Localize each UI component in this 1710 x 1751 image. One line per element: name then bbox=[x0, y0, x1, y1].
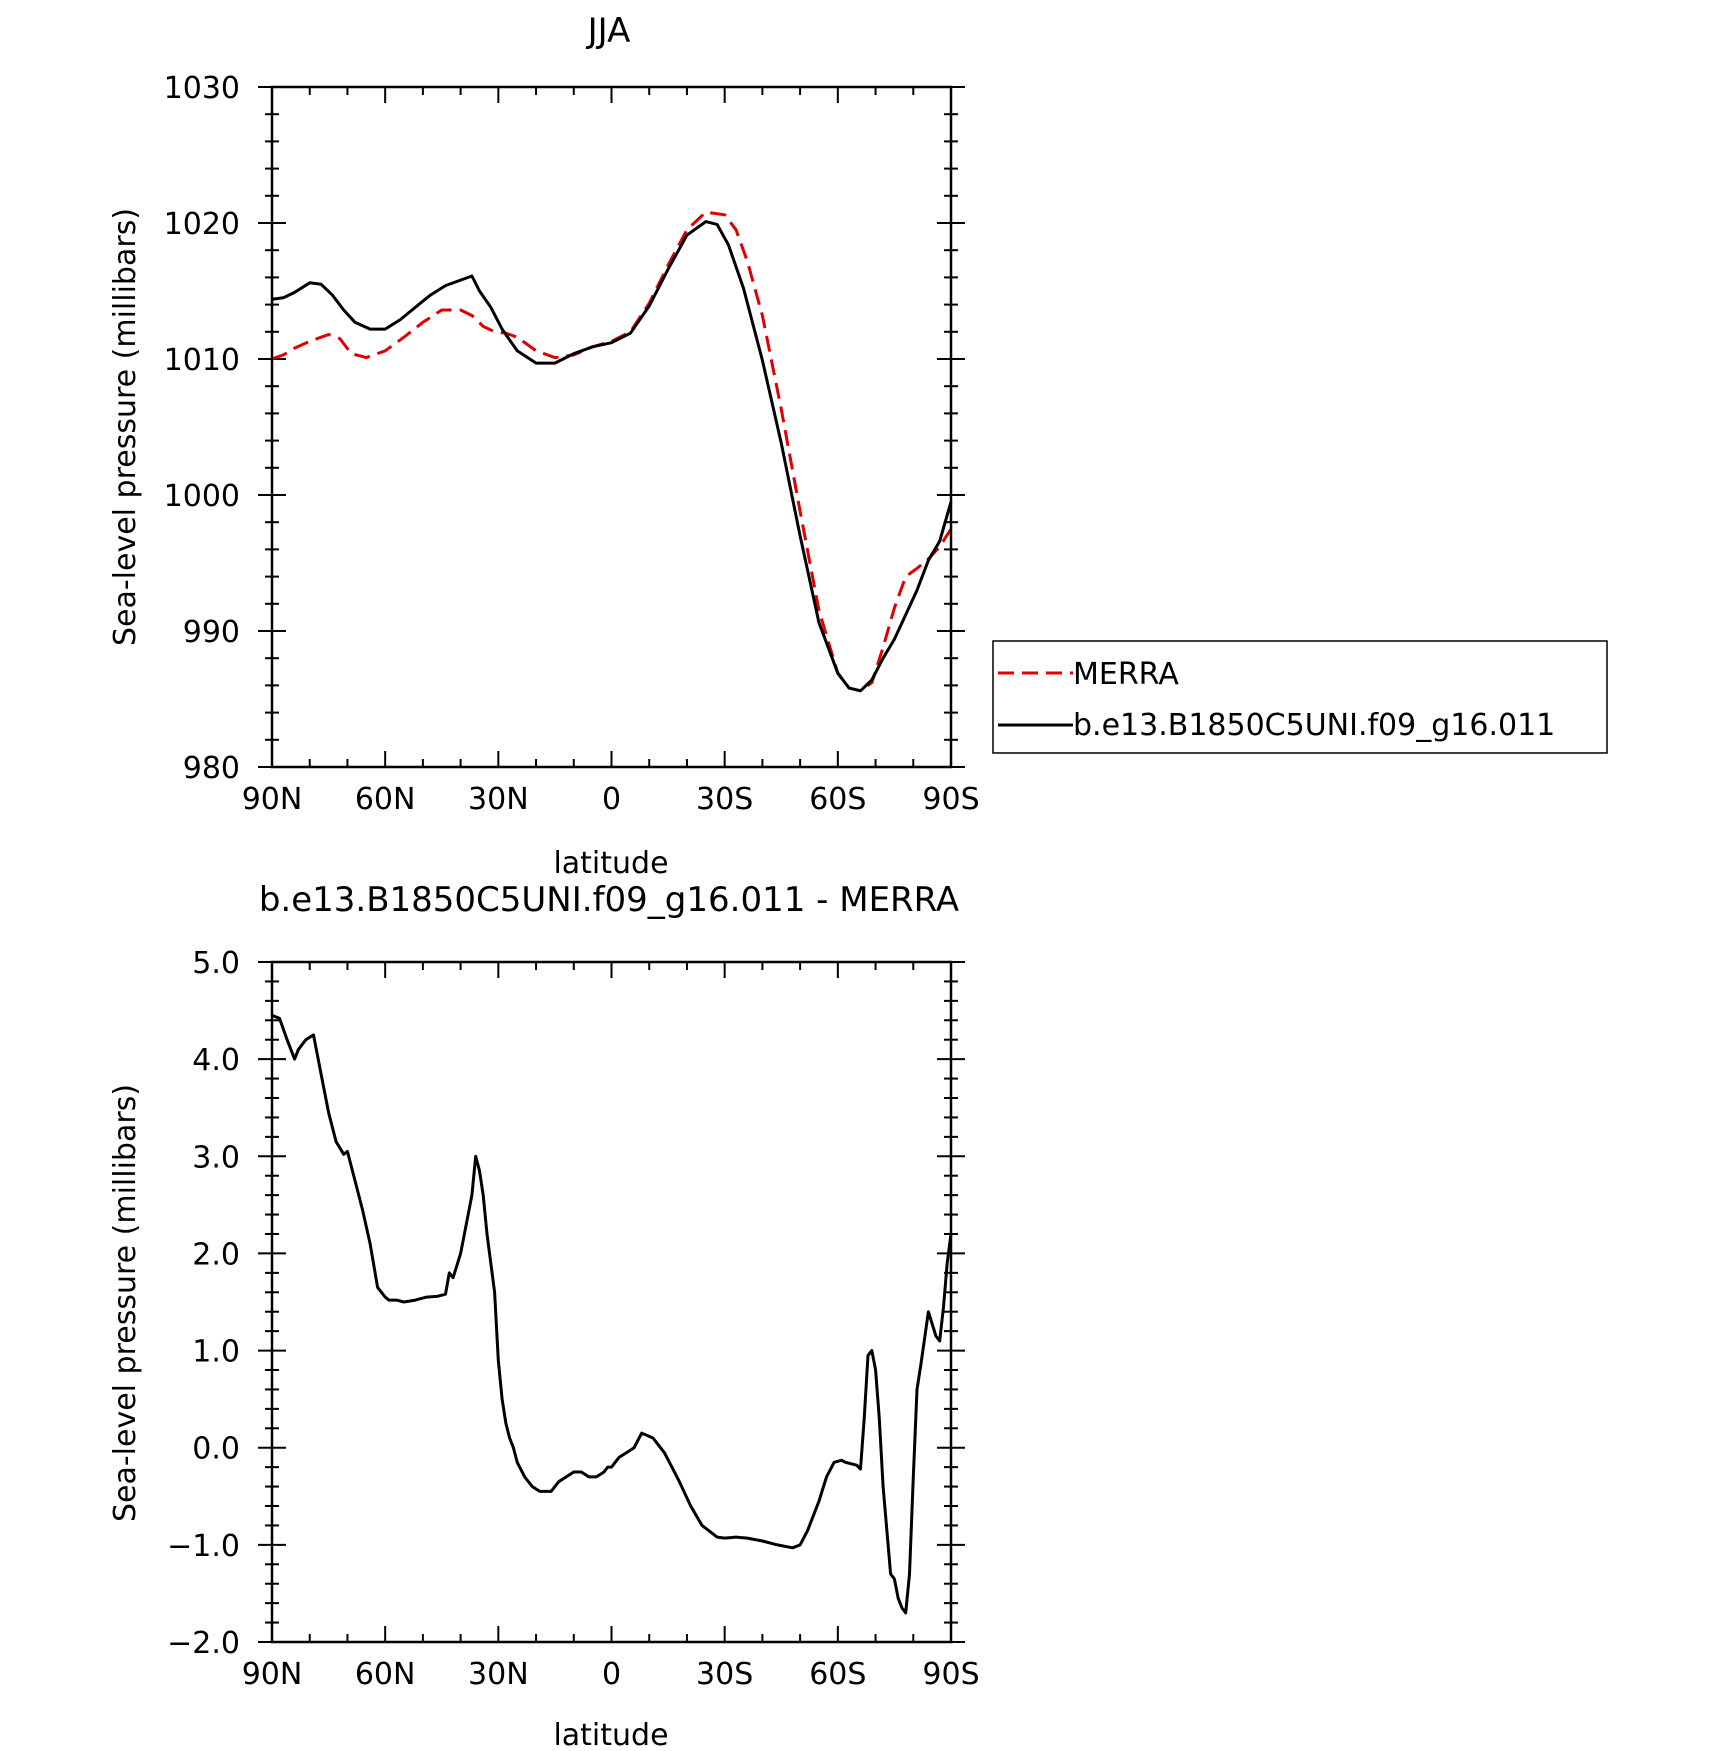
bottom-ytick-label: 5.0 bbox=[192, 946, 240, 981]
bottom-ytick-label: 4.0 bbox=[192, 1043, 240, 1078]
top-panel-series bbox=[271, 210, 953, 693]
top-xtick-label: 30S bbox=[696, 782, 753, 817]
top-xtick-label: 60S bbox=[809, 782, 866, 817]
top-ytick-label: 1020 bbox=[164, 207, 240, 242]
bottom-ytick-label: 3.0 bbox=[192, 1140, 240, 1175]
top-ytick-label: 980 bbox=[183, 751, 240, 786]
top-xtick-label: 90S bbox=[922, 782, 979, 817]
bottom-xtick-label: 30N bbox=[468, 1657, 529, 1692]
bottom-panel-xlabel: latitude bbox=[553, 1718, 668, 1751]
bottom-panel-series bbox=[271, 1014, 953, 1615]
top-panel-ylabel: Sea-level pressure (millibars) bbox=[108, 208, 143, 646]
bottom-panel: b.e13.B1850C5UNI.f09_g16.011 - MERRA 90N… bbox=[108, 880, 980, 1751]
bottom-ytick-label: −1.0 bbox=[167, 1529, 240, 1564]
bottom-ytick-label: 1.0 bbox=[192, 1335, 240, 1370]
legend-label-merra: MERRA bbox=[1073, 657, 1179, 692]
top-panel-frame bbox=[270, 85, 953, 769]
top-xtick-label: 0 bbox=[602, 782, 621, 817]
bottom-panel-title: b.e13.B1850C5UNI.f09_g16.011 - MERRA bbox=[259, 880, 959, 920]
top-panel-ticks: 90N 60N 30N 0 30S 60S 90S 980 990 1000 1010 1020 103… bbox=[164, 71, 980, 817]
bottom-ytick-label: 2.0 bbox=[192, 1237, 240, 1272]
top-panel-title: JJA bbox=[586, 11, 631, 51]
bottom-panel-ylabel: Sea-level pressure (millibars) bbox=[108, 1084, 143, 1522]
bottom-xtick-label: 60N bbox=[355, 1657, 416, 1692]
bottom-xtick-label: 0 bbox=[602, 1657, 621, 1692]
bottom-xtick-label: 90S bbox=[922, 1657, 979, 1692]
bottom-xtick-label: 60S bbox=[809, 1657, 866, 1692]
top-ytick-label: 990 bbox=[183, 615, 240, 650]
bottom-panel-frame bbox=[270, 960, 953, 1644]
top-xtick-label: 30N bbox=[468, 782, 529, 817]
top-ytick-label: 1010 bbox=[164, 343, 240, 378]
top-ytick-label: 1000 bbox=[164, 479, 240, 514]
bottom-series-difference-line bbox=[271, 1014, 953, 1615]
legend-label-model: b.e13.B1850C5UNI.f09_g16.011 bbox=[1073, 708, 1555, 743]
bottom-xtick-label: 90N bbox=[242, 1657, 303, 1692]
top-xtick-label: 60N bbox=[355, 782, 416, 817]
bottom-ytick-label: 0.0 bbox=[192, 1432, 240, 1467]
bottom-panel-ticks: 90N 60N 30N 0 30S 60S 90S −2.0 −1.0 0.0 1.0 2.0 3.0 4… bbox=[167, 946, 979, 1692]
legend-box bbox=[992, 640, 1608, 754]
top-ytick-label: 1030 bbox=[164, 71, 240, 106]
top-xtick-label: 90N bbox=[242, 782, 303, 817]
top-series-b-e13-b1850c5uni-f09-g16-011-line bbox=[271, 220, 953, 693]
top-panel-xlabel: latitude bbox=[553, 846, 668, 881]
bottom-xtick-label: 30S bbox=[696, 1657, 753, 1692]
top-series-merra-line bbox=[271, 210, 953, 693]
top-panel: JJA 90N 60N 30N 0 30S 60S 90S 980 990 1000 1010 102… bbox=[108, 11, 1608, 881]
bottom-ytick-label: −2.0 bbox=[167, 1626, 240, 1661]
legend: MERRA b.e13.B1850C5UNI.f09_g16.011 bbox=[992, 640, 1608, 754]
